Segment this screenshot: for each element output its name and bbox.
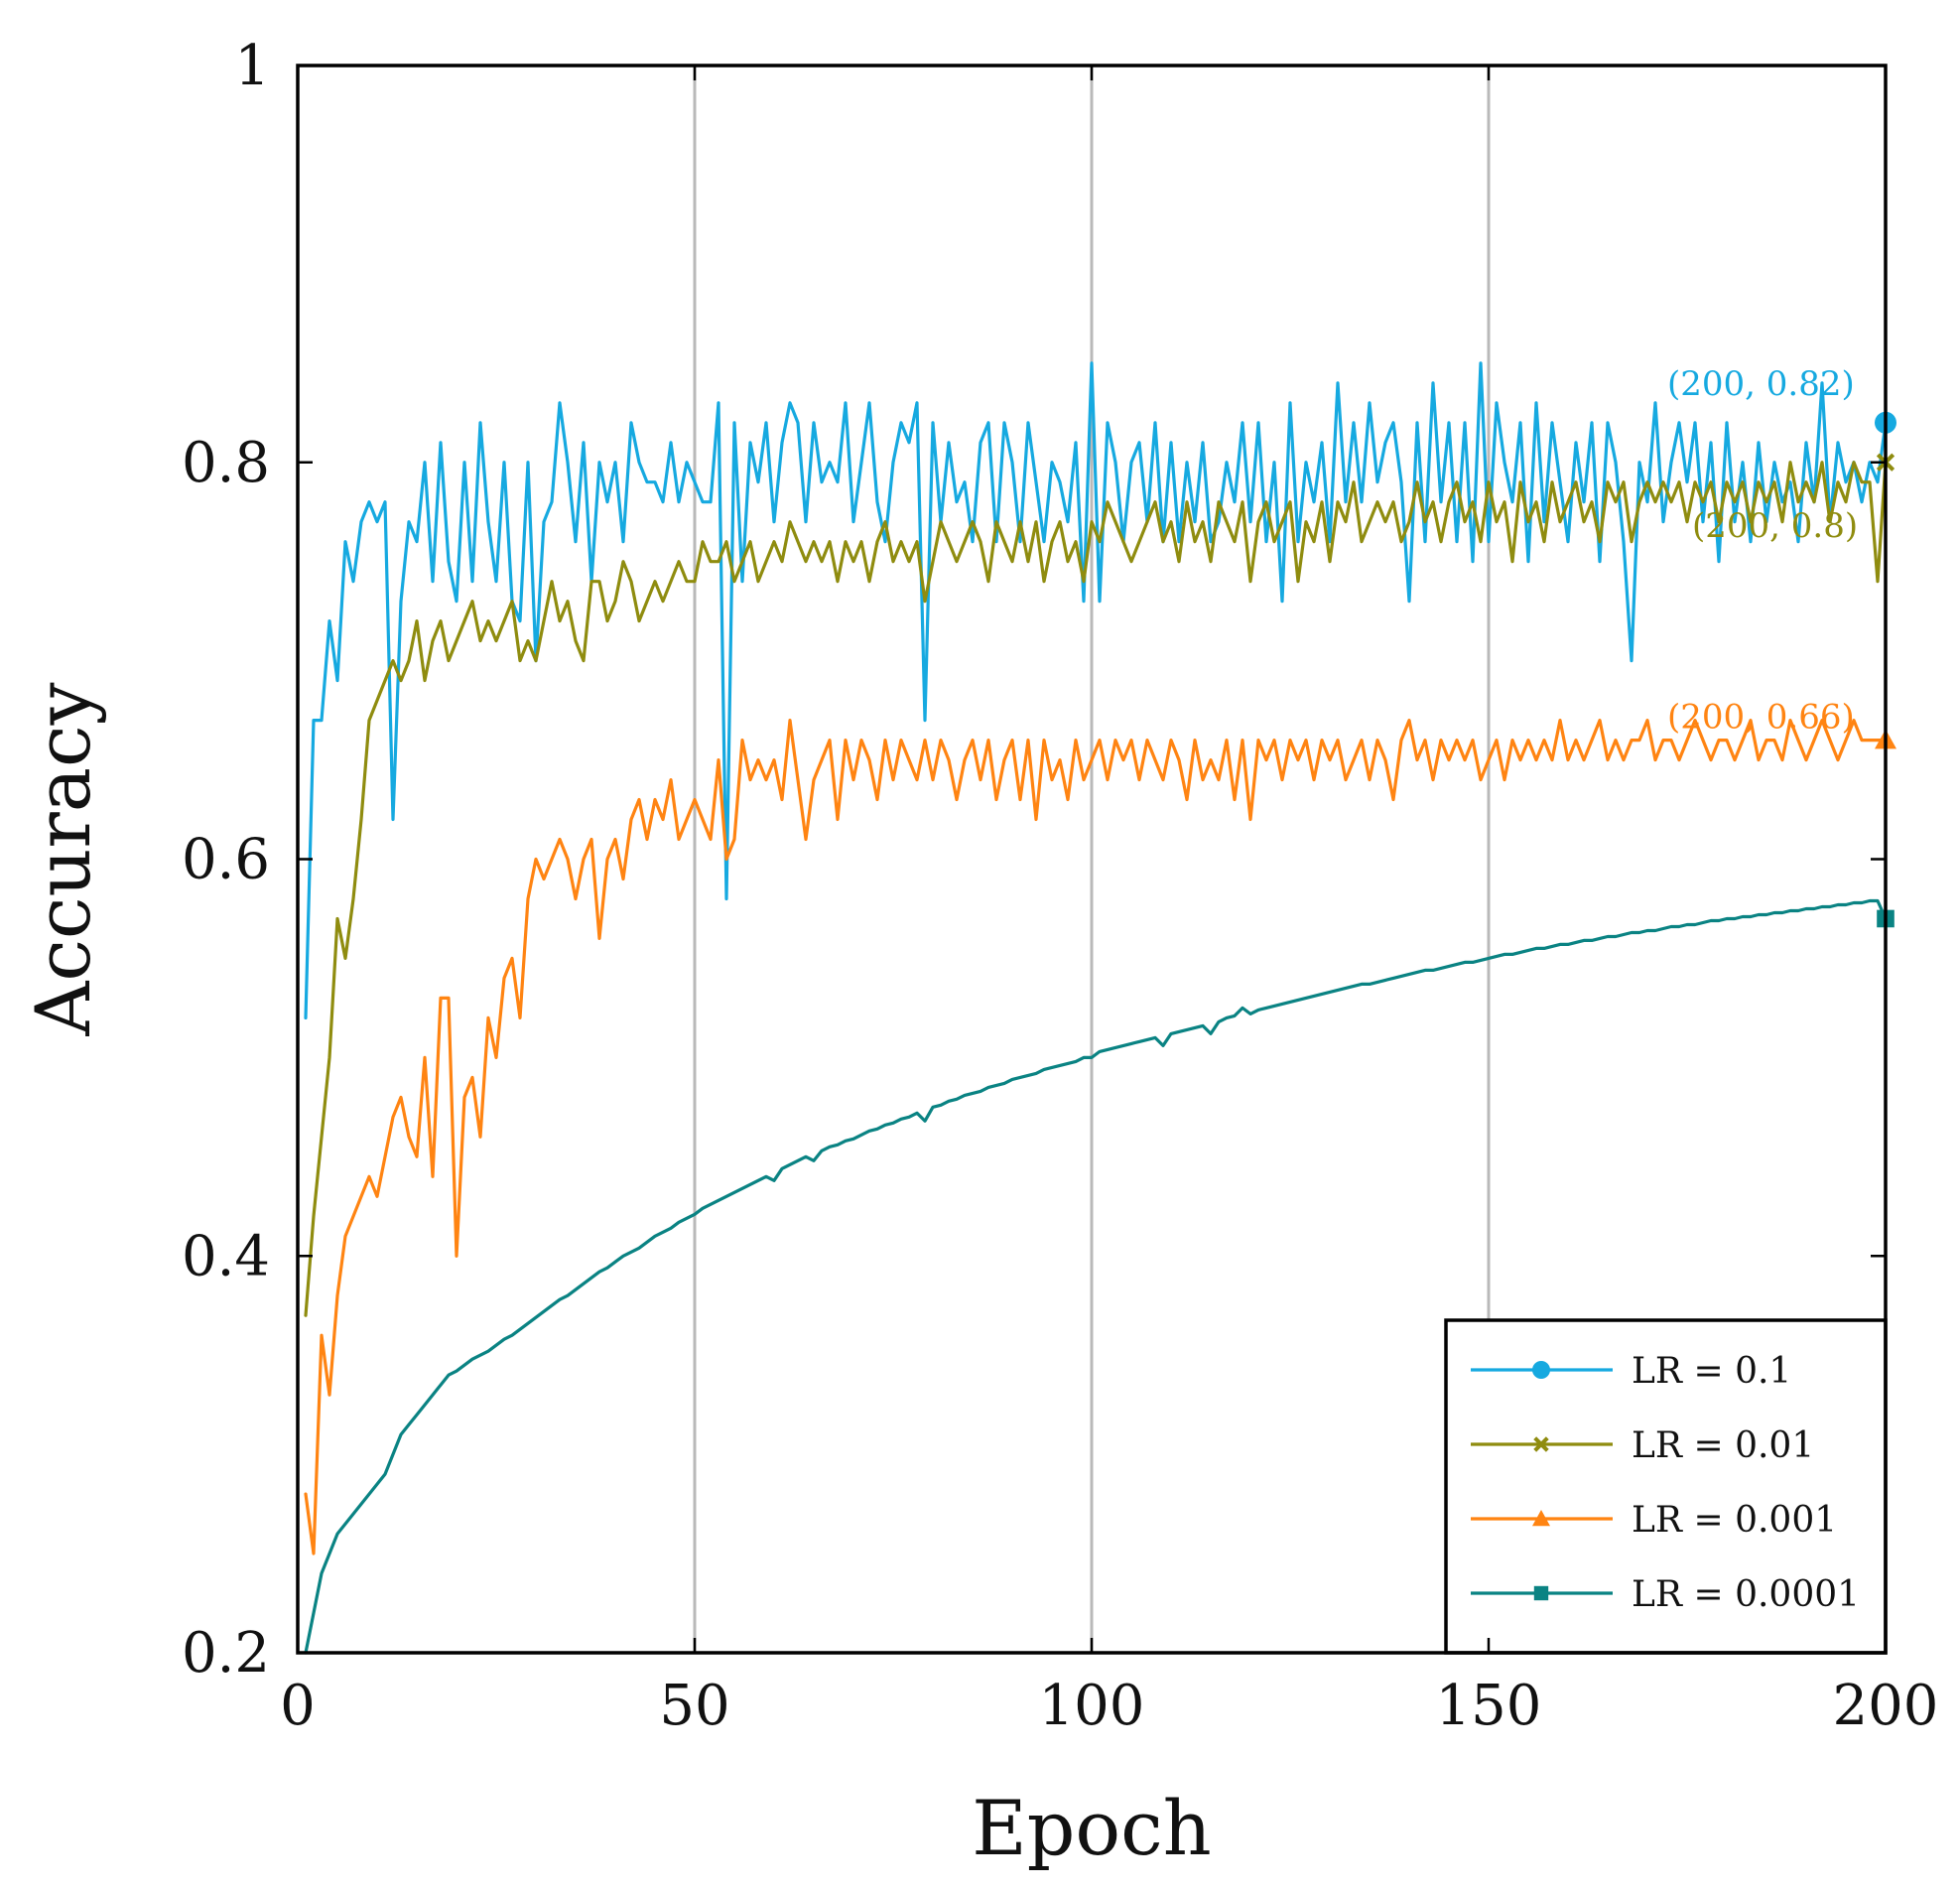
legend-swatch-marker-4 [1533,1585,1549,1601]
y-axis-title: Accuracy [19,682,107,1036]
annotation-label-3: (200, 0.66) [1667,698,1855,738]
y-tick-label-0_8: 0.8 [182,431,270,495]
series-line-2 [304,461,1888,1317]
legend-label-2: LR = 0.01 [1632,1425,1814,1466]
legend-swatch-marker-2 [1533,1436,1549,1452]
x-tick-label-0: 0 [280,1674,316,1738]
x-tick-label-50: 50 [659,1674,729,1738]
point-annotations: (200, 0.82) (200, 0.8) (200, 0.66) [1667,364,1858,738]
axes [296,64,1888,1655]
x-axis-title: Epoch [972,1784,1211,1872]
annotation-label-2: (200, 0.8) [1692,506,1858,546]
axis-labels: 0 50 100 150 200 0.2 0.4 0.6 0.8 1 Epoch Accuracy [19,34,1938,1872]
legend-label-3: LR = 0.001 [1632,1500,1837,1541]
x-tick-label-200: 200 [1833,1674,1939,1738]
y-tick-label-0_4: 0.4 [182,1224,270,1288]
legend: LR = 0.1 LR = 0.01 LR = 0.001 LR = 0.0001 [1444,1318,1888,1655]
legend-swatch-marker-3 [1532,1510,1550,1527]
series-line-1 [304,361,1888,1020]
series-line-3 [304,718,1888,1555]
y-tick-label-1: 1 [234,34,270,98]
legend-label-1: LR = 0.1 [1632,1351,1791,1392]
x-tick-label-100: 100 [1039,1674,1145,1738]
series-line-4 [304,898,1888,1655]
x-tick-label-150: 150 [1436,1674,1542,1738]
y-tick-label-0_2: 0.2 [182,1621,270,1686]
legend-swatch-marker-2-stroke-b [1533,1436,1549,1452]
annotation-label-1: (200, 0.82) [1667,364,1855,404]
y-tick-label-0_6: 0.6 [182,828,270,892]
legend-label-4: LR = 0.0001 [1632,1574,1860,1615]
legend-swatch-marker-1 [1532,1361,1550,1379]
